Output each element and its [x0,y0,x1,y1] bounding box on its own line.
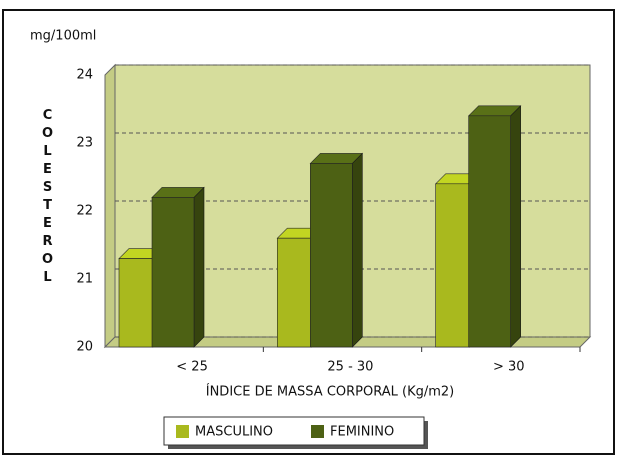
legend-swatch [311,425,324,438]
legend-box [163,416,425,446]
y-axis-label: COLESTEROL [40,108,55,288]
bar-front [118,258,154,348]
bar-side [510,105,521,348]
bar-front [277,237,312,348]
bar-front [310,163,353,348]
x-tick-label: < 25 [176,360,208,375]
y-tick-label: 22 [76,204,93,219]
unit-label: mg/100ml [30,29,96,44]
bar-front [435,183,470,348]
legend-label: MASCULINO [195,425,273,440]
bar-front [468,115,511,348]
y-tick-label: 20 [76,340,93,355]
y-tick-label: 21 [76,272,93,287]
x-tick-label: > 30 [493,360,525,375]
side-wall [104,63,116,349]
bar [467,105,522,348]
legend-swatch [176,425,189,438]
bar [151,186,205,348]
legend-label: FEMININO [330,425,394,440]
bar [309,152,364,348]
bar-front [151,197,195,348]
bar-side [193,186,205,348]
frame [2,9,615,455]
y-tick-label: 24 [76,68,93,83]
x-tick-label: 25 - 30 [327,360,373,375]
bar-side [352,152,363,348]
x-axis-label: ÍNDICE DE MASSA CORPORAL (Kg/m2) [206,384,455,400]
y-tick-label: 23 [76,136,93,151]
